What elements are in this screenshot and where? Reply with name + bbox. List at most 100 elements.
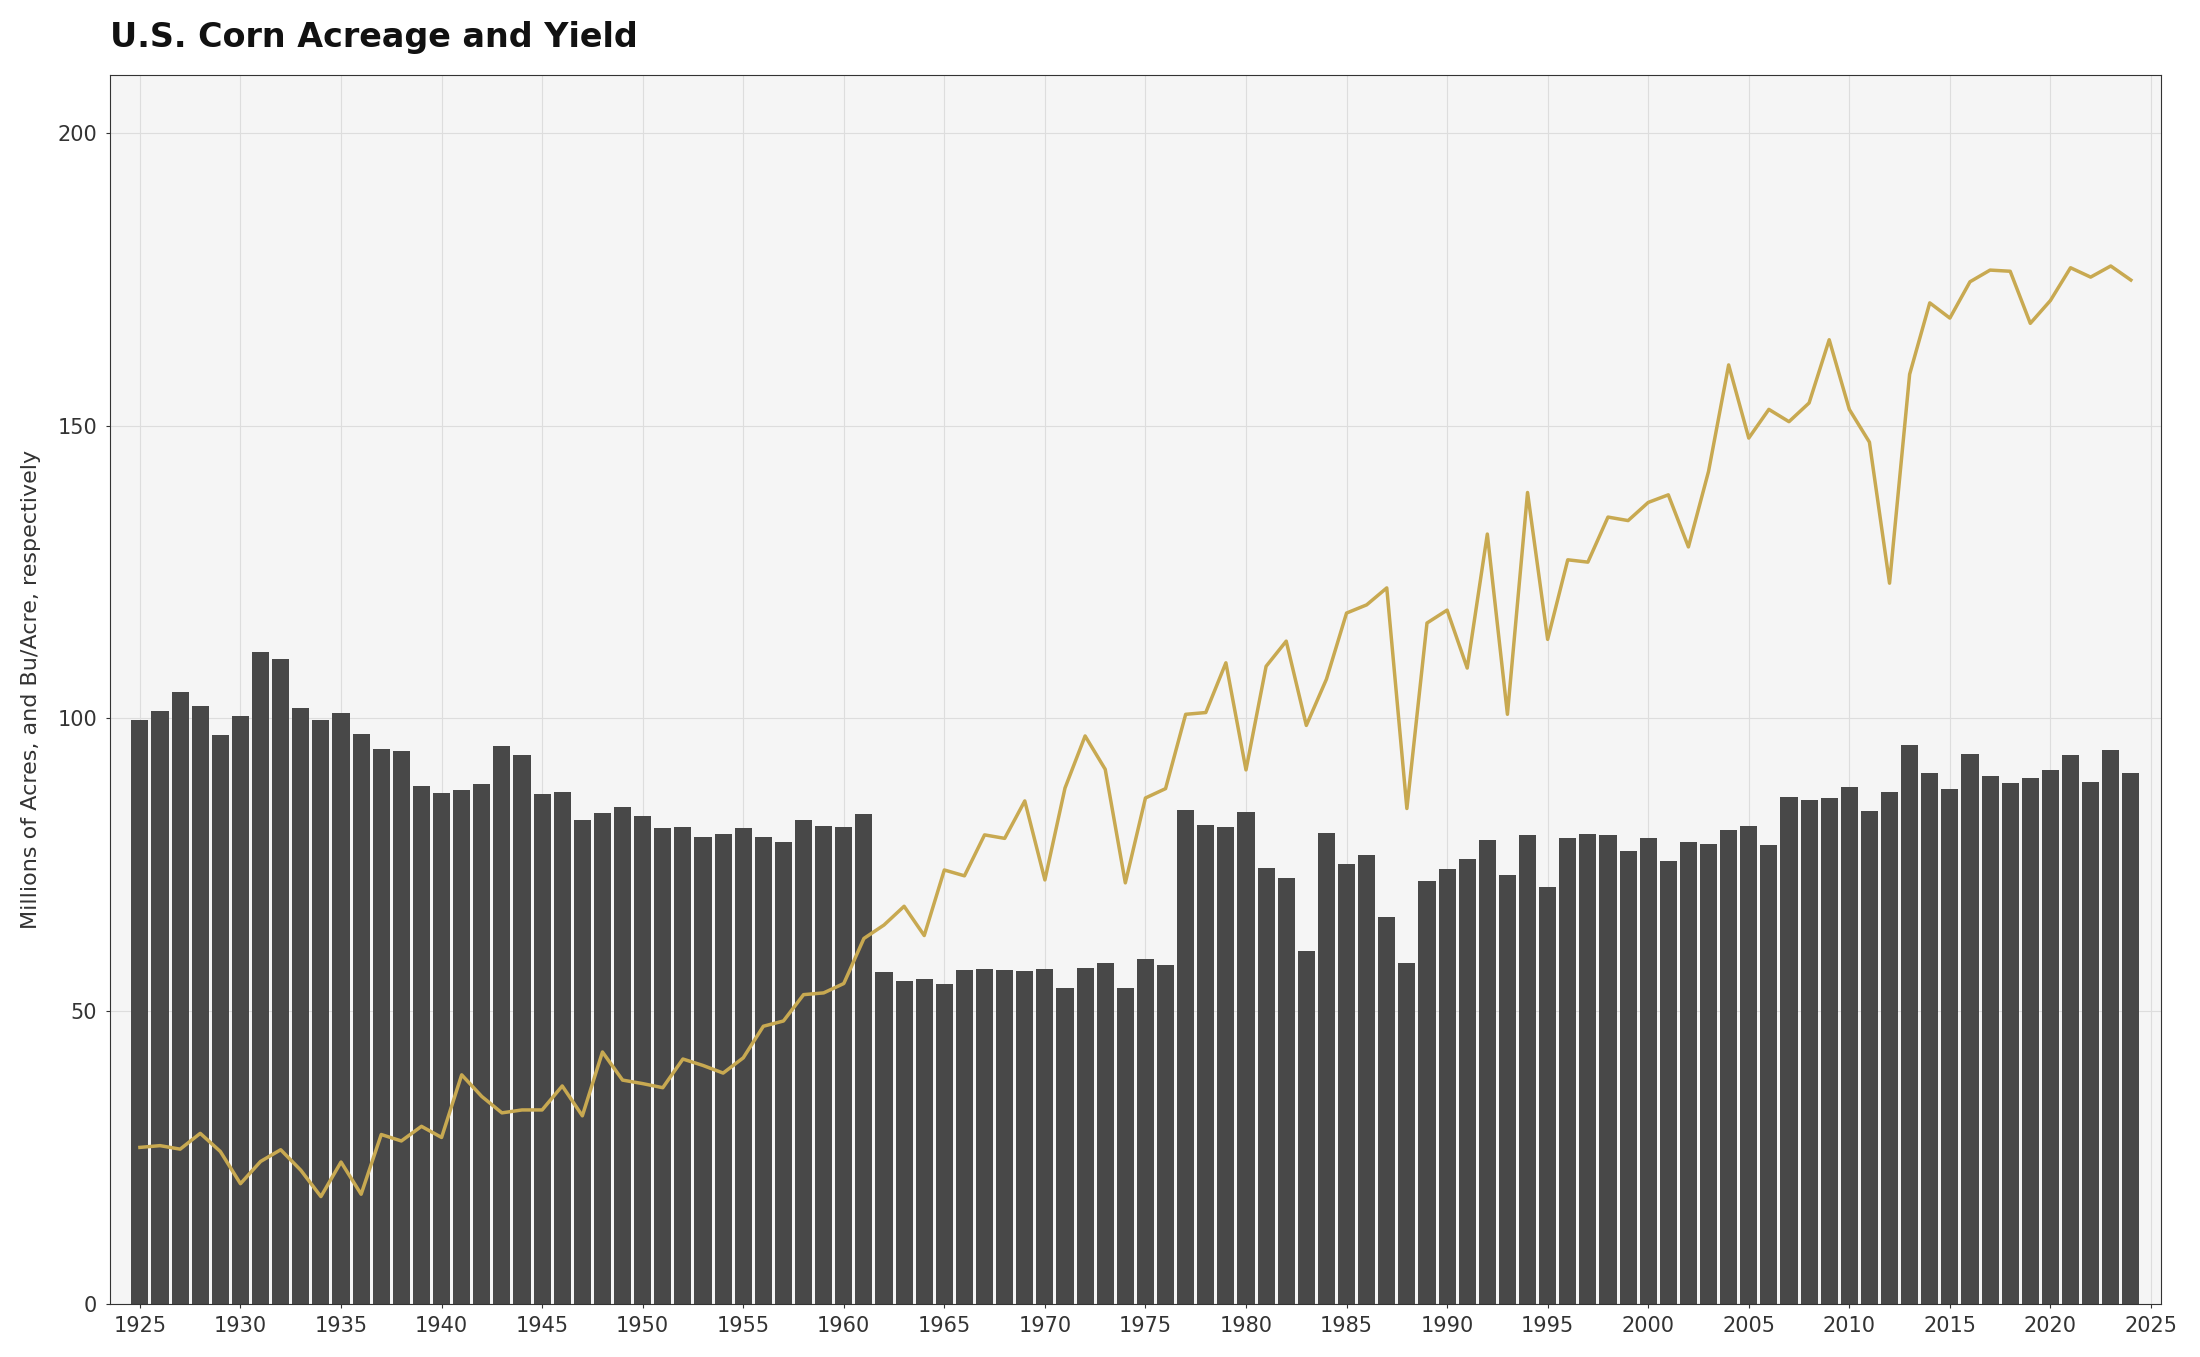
Bar — [935, 984, 953, 1304]
Bar — [2022, 778, 2039, 1304]
Bar — [253, 653, 268, 1304]
Bar — [695, 837, 711, 1304]
Bar — [997, 970, 1014, 1304]
Bar — [1659, 860, 1676, 1304]
Bar — [152, 711, 169, 1304]
Bar — [614, 807, 631, 1304]
Bar — [1197, 825, 1214, 1304]
Bar — [653, 828, 671, 1304]
Bar — [2002, 783, 2020, 1304]
Bar — [2081, 782, 2099, 1304]
Bar — [856, 814, 873, 1304]
Bar — [1780, 798, 1797, 1304]
Bar — [1439, 870, 1456, 1304]
Bar — [1800, 801, 1817, 1304]
Bar — [1560, 839, 1577, 1304]
Bar — [1720, 830, 1738, 1304]
Bar — [574, 820, 592, 1304]
Bar — [1298, 951, 1316, 1304]
Bar — [715, 835, 733, 1304]
Bar — [1498, 875, 1516, 1304]
Bar — [634, 816, 651, 1304]
Bar — [1177, 810, 1195, 1304]
Bar — [1137, 959, 1155, 1304]
Bar — [836, 828, 851, 1304]
Bar — [1478, 840, 1496, 1304]
Bar — [191, 706, 209, 1304]
Bar — [1639, 837, 1657, 1304]
Bar — [433, 792, 451, 1304]
Bar — [1318, 833, 1335, 1304]
Bar — [414, 786, 429, 1304]
Bar — [1258, 867, 1274, 1304]
Bar — [735, 828, 752, 1304]
Bar — [895, 981, 913, 1304]
Bar — [1940, 788, 1958, 1304]
Bar — [1841, 787, 1857, 1304]
Bar — [2042, 771, 2059, 1304]
Bar — [2123, 773, 2138, 1304]
Bar — [1901, 745, 1918, 1304]
Bar — [1118, 988, 1133, 1304]
Bar — [1036, 969, 1054, 1304]
Bar — [473, 784, 491, 1304]
Bar — [513, 756, 530, 1304]
Bar — [231, 716, 249, 1304]
Bar — [172, 692, 189, 1304]
Bar — [1357, 855, 1375, 1304]
Bar — [1760, 845, 1778, 1304]
Bar — [1236, 811, 1254, 1304]
Bar — [535, 794, 550, 1304]
Bar — [1399, 963, 1415, 1304]
Bar — [394, 750, 409, 1304]
Bar — [794, 820, 812, 1304]
Bar — [2103, 750, 2119, 1304]
Bar — [554, 791, 570, 1304]
Bar — [755, 837, 772, 1304]
Bar — [312, 721, 330, 1304]
Bar — [211, 734, 229, 1304]
Bar — [1982, 776, 1998, 1304]
Bar — [594, 813, 612, 1304]
Bar — [453, 790, 471, 1304]
Bar — [132, 721, 147, 1304]
Bar — [1619, 851, 1637, 1304]
Bar — [372, 749, 389, 1304]
Bar — [1701, 844, 1716, 1304]
Bar — [273, 658, 288, 1304]
Bar — [493, 746, 510, 1304]
Bar — [1459, 859, 1476, 1304]
Bar — [1377, 917, 1395, 1304]
Bar — [1881, 792, 1899, 1304]
Bar — [1921, 773, 1938, 1304]
Bar — [1157, 965, 1175, 1304]
Text: U.S. Corn Acreage and Yield: U.S. Corn Acreage and Yield — [110, 20, 638, 54]
Bar — [1599, 835, 1617, 1304]
Bar — [1338, 863, 1355, 1304]
Bar — [332, 712, 350, 1304]
Bar — [1056, 988, 1074, 1304]
Bar — [1217, 828, 1234, 1304]
Bar — [1076, 968, 1093, 1304]
Bar — [1861, 811, 1879, 1304]
Bar — [1096, 963, 1113, 1304]
Bar — [816, 826, 832, 1304]
Bar — [1540, 887, 1555, 1304]
Bar — [1681, 841, 1696, 1304]
Bar — [293, 708, 310, 1304]
Bar — [876, 972, 893, 1304]
Bar — [2061, 754, 2079, 1304]
Bar — [675, 828, 691, 1304]
Bar — [1740, 825, 1758, 1304]
Bar — [352, 734, 370, 1304]
Bar — [915, 980, 933, 1304]
Bar — [1016, 972, 1034, 1304]
Bar — [774, 843, 792, 1304]
Bar — [1419, 881, 1437, 1304]
Y-axis label: Millions of Acres, and Bu/Acre, respectively: Millions of Acres, and Bu/Acre, respecti… — [20, 449, 42, 928]
Bar — [1278, 878, 1296, 1304]
Bar — [957, 970, 972, 1304]
Bar — [1518, 836, 1536, 1304]
Bar — [1580, 835, 1597, 1304]
Bar — [1822, 798, 1837, 1304]
